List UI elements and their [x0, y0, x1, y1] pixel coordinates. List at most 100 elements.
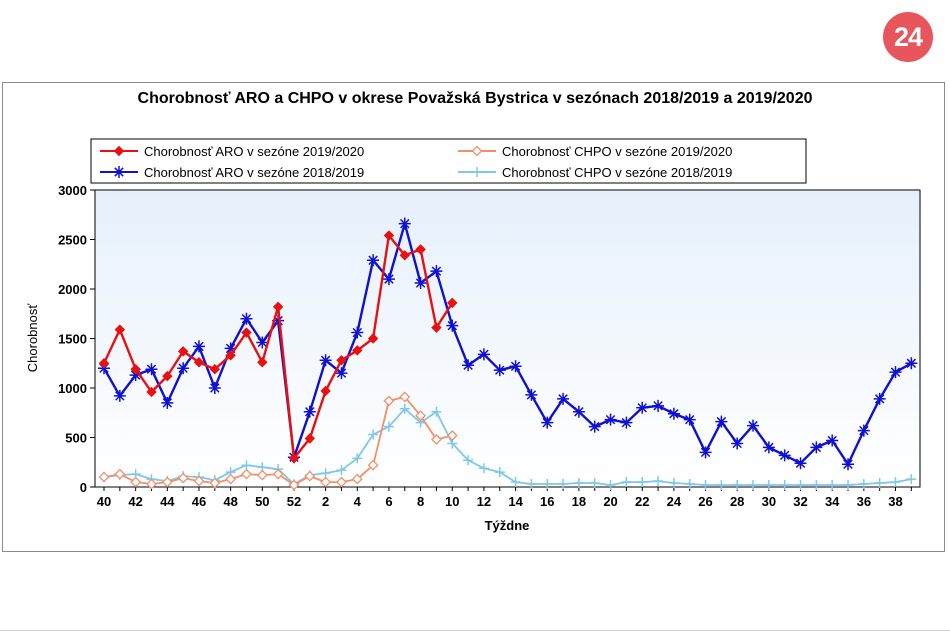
- data-point: [493, 364, 506, 377]
- y-axis-label: Chorobnosť: [25, 304, 40, 373]
- legend-entry: Chorobnosť ARO v sezóne 2019/2020: [100, 144, 364, 159]
- data-point: [146, 478, 157, 490]
- chart-title: Chorobnosť ARO a CHPO v okrese Považská …: [137, 90, 813, 107]
- data-point: [542, 479, 553, 490]
- data-point: [446, 319, 459, 332]
- data-point: [636, 401, 649, 414]
- data-point: [447, 297, 458, 309]
- data-point: [319, 354, 332, 367]
- data-point: [525, 388, 538, 401]
- y-tick-label: 0: [80, 480, 87, 495]
- data-point: [145, 363, 158, 376]
- x-tick-label: 10: [445, 494, 459, 509]
- data-point: [604, 413, 617, 426]
- data-point: [177, 346, 189, 357]
- data-point: [794, 457, 807, 470]
- legend-label: Chorobnosť ARO v sezóne 2019/2020: [144, 144, 364, 159]
- data-point: [731, 437, 744, 450]
- data-point: [668, 478, 679, 489]
- data-point: [256, 469, 268, 481]
- brand-badge: 24: [883, 12, 933, 62]
- data-point: [399, 403, 410, 414]
- data-point: [748, 480, 759, 491]
- data-point: [843, 480, 854, 491]
- data-point: [335, 367, 348, 380]
- data-point: [224, 342, 237, 355]
- data-point: [510, 477, 521, 488]
- data-point: [414, 277, 427, 290]
- data-point: [652, 399, 665, 412]
- series-line: [102, 222, 912, 466]
- data-point: [129, 369, 142, 382]
- data-point: [526, 479, 537, 490]
- data-point: [779, 480, 790, 491]
- data-point: [778, 449, 791, 462]
- data-point: [509, 360, 522, 373]
- data-point: [827, 480, 838, 491]
- x-tick-label: 22: [635, 494, 649, 509]
- x-tick-label: 16: [540, 494, 554, 509]
- data-point: [368, 429, 379, 440]
- data-point: [762, 441, 775, 454]
- x-tick-label: 20: [603, 494, 617, 509]
- series-2: [98, 391, 458, 491]
- legend-label: Chorobnosť ARO v sezóne 2018/2019: [144, 165, 364, 180]
- legend-marker: [113, 145, 125, 157]
- data-point: [272, 301, 284, 313]
- data-point: [399, 250, 410, 261]
- y-tick-label: 1500: [58, 332, 87, 347]
- x-tick-label: 36: [857, 494, 871, 509]
- data-point: [177, 472, 189, 484]
- data-point: [288, 479, 300, 491]
- data-point: [558, 479, 569, 490]
- data-point: [463, 455, 474, 466]
- x-tick-label: 30: [762, 494, 776, 509]
- data-point: [699, 446, 712, 459]
- data-point: [890, 477, 901, 488]
- x-tick-label: 14: [508, 494, 523, 509]
- data-point: [415, 244, 426, 255]
- x-tick-label: 48: [223, 494, 237, 509]
- data-point: [572, 405, 585, 418]
- data-point: [415, 410, 427, 422]
- data-point: [637, 477, 648, 488]
- x-tick-label: 18: [572, 494, 586, 509]
- data-point: [114, 324, 126, 335]
- data-point: [732, 480, 743, 491]
- y-tick-label: 500: [65, 431, 87, 446]
- data-point: [398, 217, 411, 230]
- x-tick-label: 12: [477, 494, 491, 509]
- bottom-divider: [0, 630, 950, 631]
- data-point: [383, 421, 394, 432]
- legend-box: [90, 138, 807, 184]
- data-point: [541, 416, 554, 429]
- data-point: [320, 468, 331, 479]
- data-point: [858, 479, 869, 490]
- legend-entry: Chorobnosť CHPO v sezóne 2019/2020: [458, 144, 732, 159]
- data-point: [336, 355, 347, 366]
- data-point: [573, 478, 584, 489]
- y-tick-label: 3000: [58, 183, 87, 198]
- data-point: [225, 350, 236, 361]
- y-tick-label: 2500: [58, 233, 87, 248]
- data-point: [225, 473, 237, 485]
- data-point: [367, 254, 380, 267]
- x-tick-label: 2: [322, 494, 329, 509]
- data-point: [98, 358, 110, 369]
- data-point: [905, 357, 918, 370]
- data-point: [399, 391, 411, 403]
- data-point: [336, 465, 347, 476]
- x-axis-label: Týždne: [485, 518, 530, 533]
- legend-marker: [113, 166, 125, 178]
- data-point: [842, 458, 855, 471]
- data-point: [320, 385, 331, 397]
- x-tick-label: 46: [192, 494, 206, 509]
- data-point: [653, 476, 664, 487]
- data-point: [130, 363, 141, 375]
- data-point: [257, 357, 268, 368]
- data-point: [192, 340, 205, 353]
- data-point: [811, 480, 822, 491]
- x-tick-label: 28: [730, 494, 744, 509]
- data-point: [382, 273, 395, 286]
